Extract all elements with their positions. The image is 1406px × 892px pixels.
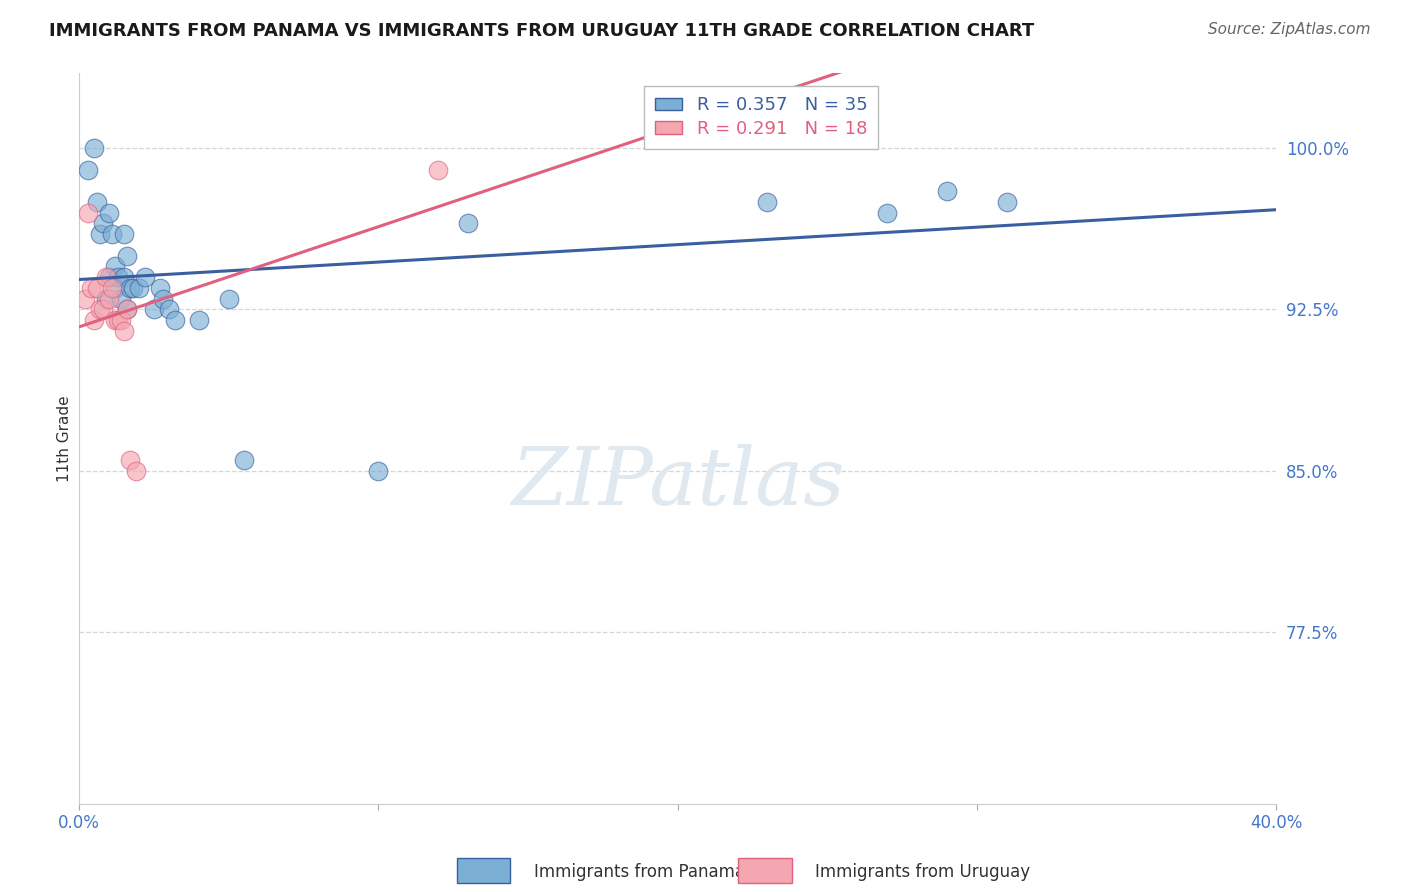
Point — [112, 324, 135, 338]
Point — [935, 184, 957, 198]
Point — [118, 453, 141, 467]
Point — [128, 281, 150, 295]
Point — [104, 313, 127, 327]
Point — [112, 227, 135, 242]
Point — [101, 281, 124, 295]
Legend: R = 0.357   N = 35, R = 0.291   N = 18: R = 0.357 N = 35, R = 0.291 N = 18 — [644, 86, 879, 149]
Y-axis label: 11th Grade: 11th Grade — [58, 395, 72, 482]
Point — [104, 260, 127, 274]
Point — [98, 292, 121, 306]
Point — [427, 162, 450, 177]
Point — [77, 205, 100, 219]
Text: Immigrants from Uruguay: Immigrants from Uruguay — [815, 863, 1031, 881]
Point — [83, 313, 105, 327]
Point — [107, 313, 129, 327]
Point — [115, 249, 138, 263]
Point — [876, 205, 898, 219]
Point — [457, 217, 479, 231]
Point — [75, 292, 97, 306]
Point — [77, 162, 100, 177]
Point — [91, 217, 114, 231]
Point — [80, 281, 103, 295]
Point — [86, 194, 108, 209]
Point — [110, 292, 132, 306]
Point — [756, 194, 779, 209]
Point — [89, 227, 111, 242]
Point — [118, 281, 141, 295]
Point — [125, 464, 148, 478]
Text: Source: ZipAtlas.com: Source: ZipAtlas.com — [1208, 22, 1371, 37]
Point — [367, 464, 389, 478]
Point — [163, 313, 186, 327]
Point — [104, 281, 127, 295]
Point — [115, 302, 138, 317]
Point — [94, 270, 117, 285]
Point — [98, 205, 121, 219]
Point — [157, 302, 180, 317]
Point — [152, 292, 174, 306]
Point — [83, 141, 105, 155]
Point — [98, 270, 121, 285]
Point — [122, 281, 145, 295]
Point — [94, 292, 117, 306]
Point — [232, 453, 254, 467]
Text: IMMIGRANTS FROM PANAMA VS IMMIGRANTS FROM URUGUAY 11TH GRADE CORRELATION CHART: IMMIGRANTS FROM PANAMA VS IMMIGRANTS FRO… — [49, 22, 1035, 40]
Point — [149, 281, 172, 295]
Point — [101, 227, 124, 242]
Text: Immigrants from Panama: Immigrants from Panama — [534, 863, 745, 881]
Point — [218, 292, 240, 306]
Point — [115, 302, 138, 317]
Point — [142, 302, 165, 317]
Point — [86, 281, 108, 295]
Point — [110, 313, 132, 327]
Point — [134, 270, 156, 285]
Point — [91, 302, 114, 317]
Point — [187, 313, 209, 327]
Point — [112, 270, 135, 285]
Point — [995, 194, 1018, 209]
Point — [89, 302, 111, 317]
Point — [107, 270, 129, 285]
Text: ZIPatlas: ZIPatlas — [510, 443, 845, 521]
